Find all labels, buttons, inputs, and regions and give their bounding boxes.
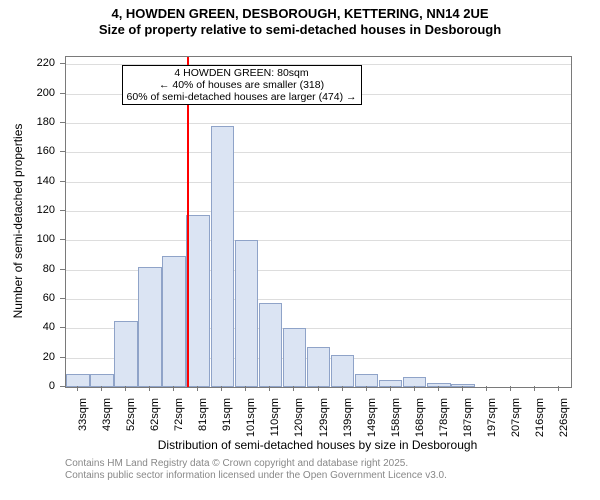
- annotation-line: 4 HOWDEN GREEN: 80sqm: [127, 67, 357, 79]
- y-tick-label: 160: [37, 145, 55, 157]
- x-tick-label: 120sqm: [293, 398, 305, 437]
- y-tick-label: 60: [43, 292, 55, 304]
- histogram-bar: [403, 377, 427, 387]
- histogram-bar: [66, 374, 90, 387]
- histogram-bar: [114, 321, 138, 387]
- histogram-bar: [162, 256, 186, 387]
- y-tick-label: 0: [49, 380, 55, 392]
- x-tick-label: 158sqm: [390, 398, 402, 437]
- x-tick-label: 52sqm: [125, 398, 137, 431]
- x-tick-label: 62sqm: [149, 398, 161, 431]
- y-tick-label: 180: [37, 116, 55, 128]
- annotation-line: 60% of semi-detached houses are larger (…: [127, 91, 357, 103]
- x-tick-label: 216sqm: [534, 398, 546, 437]
- annotation-box: 4 HOWDEN GREEN: 80sqm← 40% of houses are…: [122, 65, 362, 105]
- x-tick-label: 81sqm: [197, 398, 209, 431]
- x-tick-label: 226sqm: [558, 398, 570, 437]
- footer-line-2: Contains public sector information licen…: [65, 470, 447, 482]
- x-tick-label: 129sqm: [318, 398, 330, 437]
- gridline: [66, 211, 571, 212]
- histogram-bar: [427, 383, 451, 387]
- x-tick-label: 139sqm: [342, 398, 354, 437]
- histogram-bar: [211, 126, 235, 387]
- x-tick-label: 207sqm: [510, 398, 522, 437]
- x-axis-label: Distribution of semi-detached houses by …: [158, 438, 478, 452]
- histogram-bar: [307, 347, 331, 387]
- footer-attribution: Contains HM Land Registry data © Crown c…: [65, 458, 447, 482]
- x-tick-label: 197sqm: [486, 398, 498, 437]
- x-tick-label: 72sqm: [173, 398, 185, 431]
- y-tick-label: 40: [43, 321, 55, 333]
- histogram-bar: [235, 240, 259, 387]
- y-tick-label: 200: [37, 87, 55, 99]
- histogram-bar: [331, 355, 355, 387]
- y-tick-label: 80: [43, 263, 55, 275]
- y-tick-label: 220: [37, 57, 55, 69]
- x-tick-label: 110sqm: [269, 398, 281, 436]
- gridline: [66, 240, 571, 241]
- y-tick-label: 140: [37, 175, 55, 187]
- x-tick-label: 168sqm: [414, 398, 426, 437]
- histogram-bar: [451, 384, 475, 387]
- x-tick-label: 91sqm: [221, 398, 233, 431]
- histogram-bar: [138, 267, 162, 387]
- x-tick-label: 43sqm: [101, 398, 113, 431]
- histogram-bar: [379, 380, 403, 387]
- x-tick-label: 178sqm: [438, 398, 450, 437]
- x-tick-label: 33sqm: [77, 398, 89, 431]
- histogram-bar: [90, 374, 114, 387]
- histogram-bar: [283, 328, 307, 387]
- histogram-bar: [186, 215, 210, 387]
- gridline: [66, 123, 571, 124]
- y-tick-label: 20: [43, 351, 55, 363]
- x-tick-label: 187sqm: [462, 398, 474, 437]
- x-tick-label: 101sqm: [245, 398, 257, 437]
- annotation-line: ← 40% of houses are smaller (318): [127, 79, 357, 91]
- plot-outer: 4 HOWDEN GREEN: 80sqm← 40% of houses are…: [0, 0, 600, 500]
- plot-area: 4 HOWDEN GREEN: 80sqm← 40% of houses are…: [65, 56, 572, 388]
- gridline: [66, 182, 571, 183]
- x-tick-label: 149sqm: [366, 398, 378, 437]
- y-tick-label: 120: [37, 204, 55, 216]
- y-axis-label: Number of semi-detached properties: [11, 124, 25, 319]
- y-tick-label: 100: [37, 233, 55, 245]
- marker-line: [187, 57, 189, 387]
- gridline: [66, 152, 571, 153]
- histogram-bar: [259, 303, 283, 387]
- footer-line-1: Contains HM Land Registry data © Crown c…: [65, 458, 447, 470]
